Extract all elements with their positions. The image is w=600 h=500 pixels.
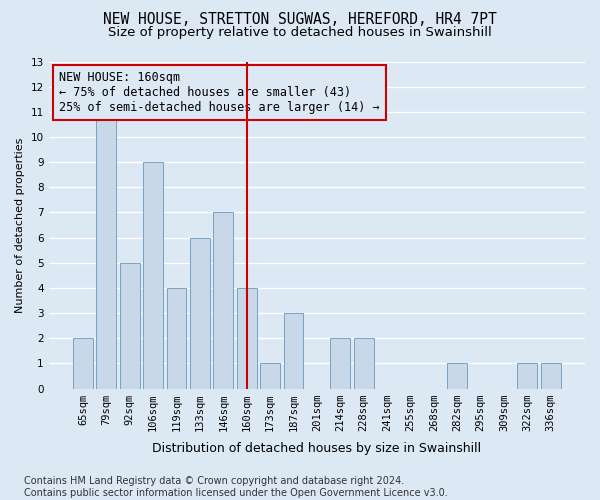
Bar <box>237 288 257 388</box>
Bar <box>353 338 374 388</box>
Text: Contains HM Land Registry data © Crown copyright and database right 2024.
Contai: Contains HM Land Registry data © Crown c… <box>24 476 448 498</box>
Bar <box>284 313 304 388</box>
Bar <box>447 364 467 388</box>
Bar <box>167 288 187 388</box>
Text: NEW HOUSE: 160sqm
← 75% of detached houses are smaller (43)
25% of semi-detached: NEW HOUSE: 160sqm ← 75% of detached hous… <box>59 72 380 114</box>
X-axis label: Distribution of detached houses by size in Swainshill: Distribution of detached houses by size … <box>152 442 481 455</box>
Y-axis label: Number of detached properties: Number of detached properties <box>15 138 25 312</box>
Bar <box>143 162 163 388</box>
Bar <box>73 338 93 388</box>
Bar <box>517 364 537 388</box>
Bar <box>541 364 560 388</box>
Bar <box>214 212 233 388</box>
Text: Size of property relative to detached houses in Swainshill: Size of property relative to detached ho… <box>108 26 492 39</box>
Bar <box>330 338 350 388</box>
Bar <box>190 238 210 388</box>
Text: NEW HOUSE, STRETTON SUGWAS, HEREFORD, HR4 7PT: NEW HOUSE, STRETTON SUGWAS, HEREFORD, HR… <box>103 12 497 28</box>
Bar <box>97 112 116 388</box>
Bar <box>120 262 140 388</box>
Bar <box>260 364 280 388</box>
